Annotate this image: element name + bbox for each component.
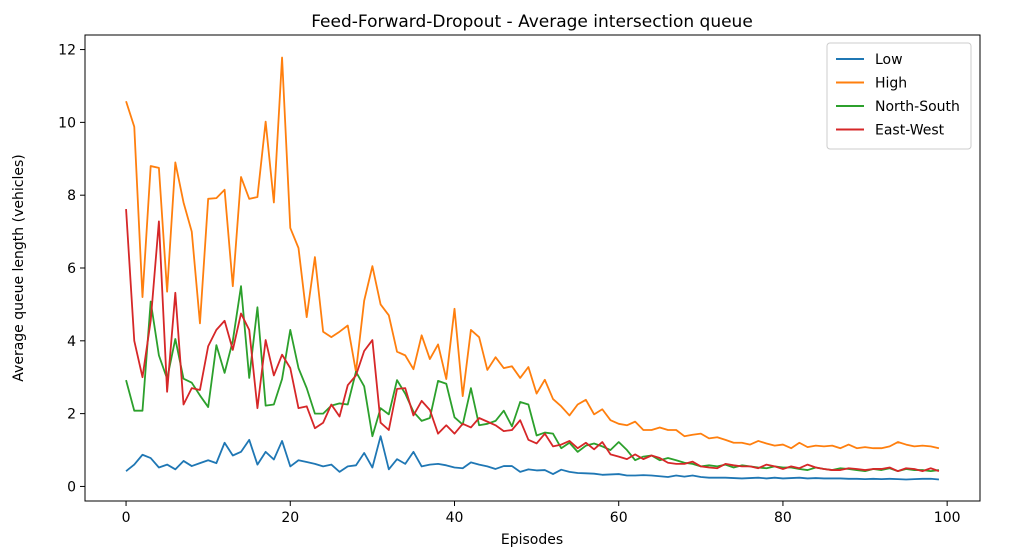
series-line-2	[125, 285, 940, 473]
legend-label-1: High	[875, 76, 907, 92]
x-axis-ticks: 0 20 40 60 80 100	[122, 501, 961, 526]
legend-box	[826, 42, 972, 150]
x-tick-label: 80	[774, 510, 792, 526]
x-tick-label: 40	[446, 510, 464, 526]
legend-label-0: Low	[875, 52, 903, 68]
y-axis-ticks: 0 2 4 6 8 10 12	[58, 43, 85, 495]
y-tick-label: 12	[58, 43, 76, 59]
y-tick-label: 2	[67, 407, 76, 423]
x-axis-label: Episodes	[501, 532, 563, 548]
x-tick-label: 0	[122, 510, 131, 526]
y-tick-label: 10	[58, 115, 76, 131]
legend-label-2: North-South	[875, 99, 960, 115]
x-tick-label: 100	[934, 510, 961, 526]
x-tick-label: 60	[610, 510, 628, 526]
series-line-3	[125, 208, 940, 473]
x-tick-label: 20	[281, 510, 299, 526]
series-line-1	[125, 56, 940, 450]
y-axis-label: Average queue length (vehicles)	[11, 154, 27, 381]
y-tick-label: 8	[67, 188, 76, 204]
y-tick-label: 4	[67, 334, 76, 350]
legend-label-3: East-West	[875, 123, 945, 139]
y-tick-label: 0	[67, 479, 76, 495]
y-tick-label: 6	[67, 261, 76, 277]
legend: Low High North-South East-West	[826, 42, 972, 150]
plot-lines	[125, 56, 940, 481]
chart-title: Feed-Forward-Dropout - Average intersect…	[311, 12, 753, 32]
series-line-0	[125, 435, 940, 481]
